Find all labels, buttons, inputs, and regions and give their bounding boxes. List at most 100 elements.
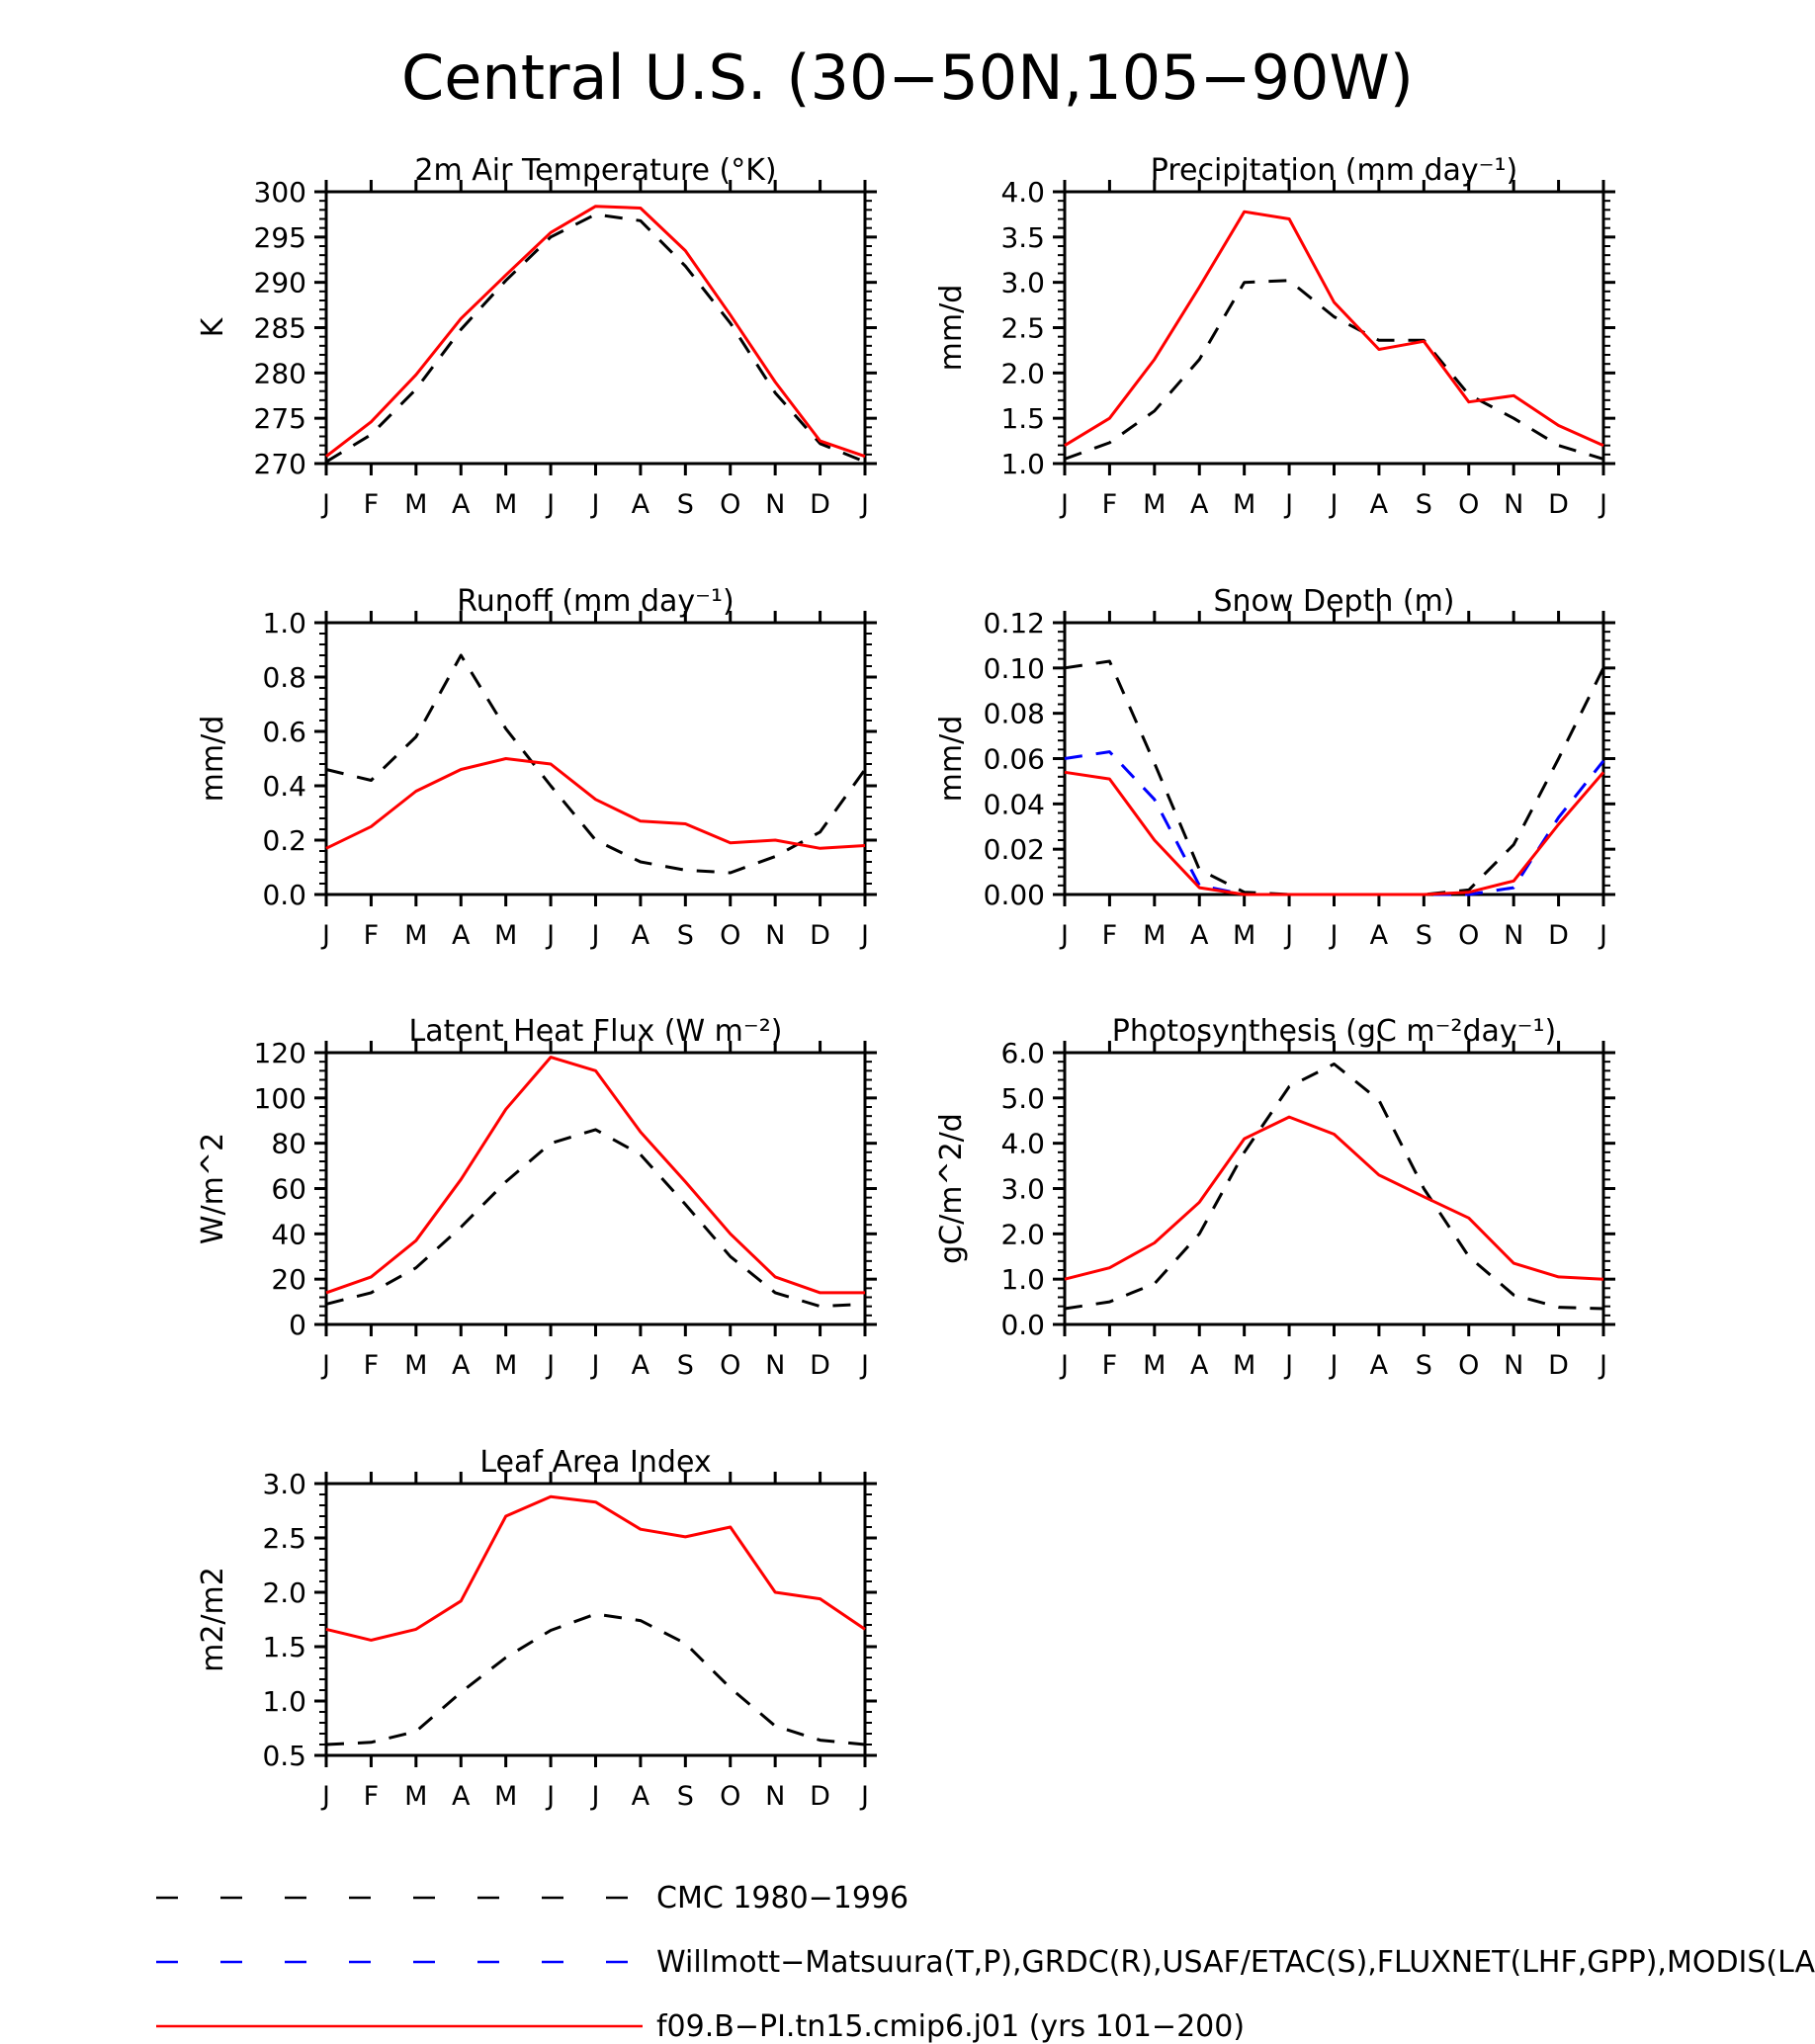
series-line-cmc	[1064, 1063, 1604, 1311]
y-axis-label: mm/d	[196, 716, 230, 803]
x-tick-label: N	[765, 1350, 785, 1381]
x-tick-label: A	[452, 1781, 471, 1812]
x-tick-label: O	[720, 1781, 740, 1812]
y-tick-label: 1.5	[1000, 402, 1045, 435]
y-tick-label: 300	[254, 176, 306, 209]
x-tick-label: J	[590, 920, 600, 951]
series-line-cmc	[325, 1612, 866, 1746]
x-tick-label: A	[452, 920, 471, 951]
x-tick-label: D	[810, 1350, 830, 1381]
y-axis-label: m2/m2	[196, 1567, 230, 1672]
y-tick-label: 3.5	[1000, 221, 1045, 254]
x-tick-label: A	[632, 489, 650, 520]
y-tick-label: 80	[271, 1128, 306, 1160]
x-tick-label: A	[632, 1781, 650, 1812]
series-line-cmc	[325, 653, 867, 875]
x-tick-label: J	[1329, 489, 1339, 520]
chart-panel-6: Photosynthesis (gC m⁻²day⁻¹)gC/m^2/dJ F M A…	[934, 1014, 1615, 1381]
y-tick-label: 0.4	[262, 770, 306, 803]
x-tick-label: M	[1143, 920, 1166, 951]
y-axis-label: mm/d	[934, 285, 969, 372]
x-tick-label: J	[545, 1350, 555, 1381]
y-tick-label: 1.0	[1000, 1263, 1045, 1296]
y-tick-label: 275	[254, 402, 306, 435]
plot-frame	[1063, 621, 1605, 896]
x-tick-label: M	[1233, 1350, 1255, 1381]
y-tick-label: 100	[254, 1082, 306, 1115]
y-tick-label: 40	[271, 1218, 306, 1250]
x-tick-label: S	[677, 1781, 694, 1812]
x-tick-label: J	[1598, 489, 1607, 520]
x-tick-label: J	[1329, 1350, 1339, 1381]
y-tick-label: 0.02	[984, 833, 1045, 866]
y-tick-label: 1.5	[262, 1631, 306, 1663]
x-tick-label: N	[765, 1781, 785, 1812]
x-tick-label: J	[1329, 920, 1339, 951]
x-tick-label: J	[590, 1350, 600, 1381]
x-tick-label: M	[404, 1781, 427, 1812]
x-tick-label: J	[545, 1781, 555, 1812]
x-tick-label: O	[1458, 1350, 1479, 1381]
figure-title: Central U.S. (30−50N,105−90W)	[401, 42, 1414, 114]
y-tick-label: 0.5	[262, 1740, 306, 1772]
x-tick-label: N	[1504, 920, 1523, 951]
plot-frame	[324, 621, 867, 896]
x-tick-label: J	[320, 1350, 330, 1381]
x-tick-label: J	[545, 920, 555, 951]
x-tick-label: N	[1504, 489, 1523, 520]
y-tick-label: 0.06	[984, 743, 1045, 776]
legend-label: Willmott−Matsuura(T,P),GRDC(R),USAF/ETAC…	[656, 1945, 1815, 1980]
x-tick-label: J	[545, 489, 555, 520]
x-tick-label: J	[859, 1350, 869, 1381]
y-tick-label: 270	[254, 448, 306, 480]
x-tick-label: M	[404, 1350, 427, 1381]
plot-frame	[324, 190, 867, 466]
y-tick-label: 3.0	[1000, 267, 1045, 299]
y-tick-label: 290	[254, 267, 306, 299]
y-tick-label: 4.0	[1000, 1128, 1045, 1160]
series-line-model	[325, 1056, 865, 1295]
x-tick-label: M	[494, 920, 517, 951]
x-tick-label: S	[1416, 489, 1432, 520]
y-tick-label: 295	[254, 221, 306, 254]
x-tick-label: D	[810, 920, 830, 951]
legend-item-model: f09.B−PI.tn15.cmip6.j01 (yrs 101−200)	[156, 2009, 1245, 2044]
x-tick-label: M	[1143, 1350, 1166, 1381]
y-tick-label: 1.0	[262, 1685, 306, 1718]
x-tick-label: N	[1504, 1350, 1523, 1381]
legend-item-obs: Willmott−Matsuura(T,P),GRDC(R),USAF/ETAC…	[156, 1945, 1815, 1980]
x-tick-label: A	[452, 1350, 471, 1381]
y-tick-label: 60	[271, 1173, 306, 1206]
x-tick-label: J	[1059, 489, 1069, 520]
x-tick-label: M	[494, 1350, 517, 1381]
y-tick-label: 5.0	[1000, 1082, 1045, 1115]
x-tick-label: J	[1283, 1350, 1293, 1381]
x-tick-label: O	[720, 920, 740, 951]
x-tick-label: N	[765, 489, 785, 520]
y-tick-label: 0.10	[984, 652, 1045, 685]
series-line-cmc	[1064, 279, 1604, 461]
x-tick-label: M	[404, 920, 427, 951]
chart-panel-2: Precipitation (mm day⁻¹)mm/dJ F M A M J J A S O N D…	[934, 153, 1615, 520]
chart-panel-4: Snow Depth (m)mm/dJ F M A M J J A S O N D J0.000.020…	[934, 584, 1615, 951]
x-tick-label: O	[1458, 489, 1479, 520]
x-tick-label: J	[859, 1781, 869, 1812]
x-tick-label: S	[677, 920, 694, 951]
y-tick-label: 2.0	[1000, 1218, 1045, 1250]
x-tick-label: F	[1102, 920, 1118, 951]
y-tick-label: 1.0	[1000, 448, 1045, 480]
x-tick-label: F	[1102, 489, 1118, 520]
x-tick-label: J	[320, 920, 330, 951]
x-tick-label: F	[364, 489, 380, 520]
x-tick-label: F	[1102, 1350, 1118, 1381]
x-tick-label: J	[1283, 920, 1293, 951]
x-tick-label: J	[1059, 920, 1069, 951]
x-tick-label: F	[364, 1350, 380, 1381]
x-tick-label: S	[677, 1350, 694, 1381]
legend: CMC 1980−1996 Willmott−Matsuura(T,P),GRDC…	[156, 1881, 1815, 2044]
x-tick-label: F	[364, 1781, 380, 1812]
x-tick-label: A	[632, 1350, 650, 1381]
x-tick-label: M	[494, 1781, 517, 1812]
y-axis-label: K	[196, 316, 230, 337]
